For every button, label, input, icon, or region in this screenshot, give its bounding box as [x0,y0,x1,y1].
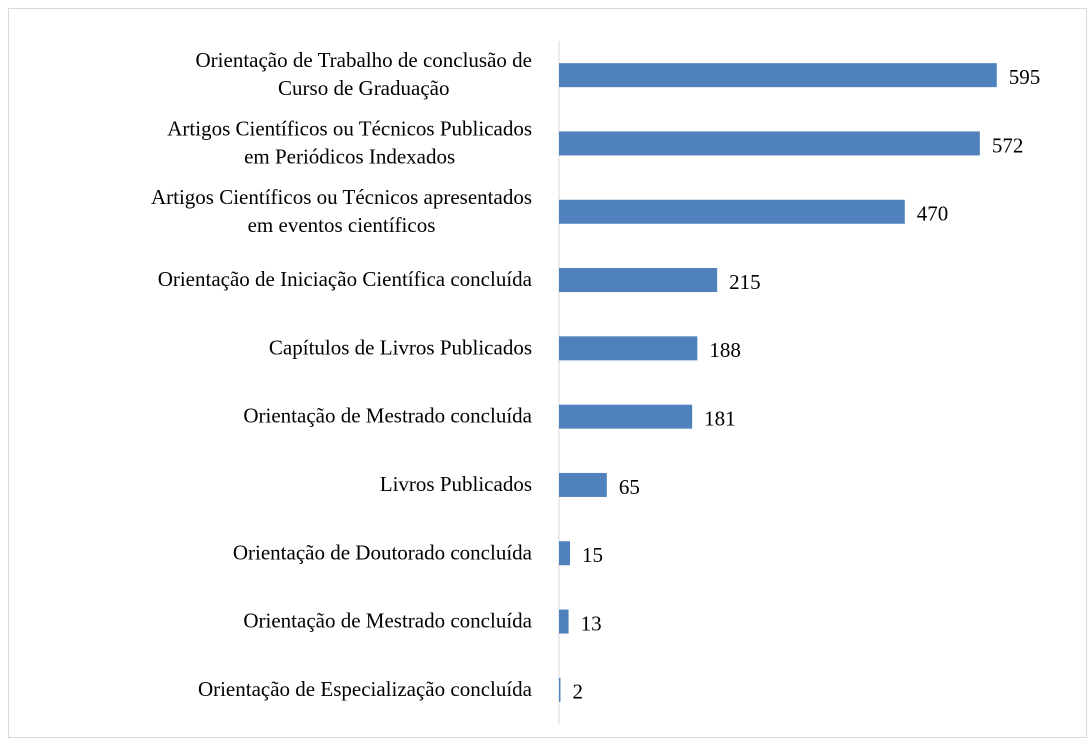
bar [559,404,693,429]
category-label: Orientação de Mestrado concluída [243,608,532,632]
category-label: Orientação de Iniciação Científica concl… [158,267,533,291]
category-label-line: em eventos científicos [248,213,436,237]
bar [559,541,571,566]
data-label: 13 [581,611,602,635]
category-label: Orientação de Trabalho de conclusão de Cu… [196,48,532,100]
bar [559,609,569,634]
category-label-line: Orientação de Especialização concluída [198,677,533,701]
data-label: 470 [917,202,949,226]
bar [559,472,607,497]
data-label: 181 [704,406,736,430]
bar [559,131,980,156]
data-label: 15 [582,543,603,567]
category-label-line: Orientação de Mestrado concluída [243,608,532,632]
category-label: Artigos Científicos ou Técnicos Publicad… [167,116,532,168]
category-label-line: Orientação de Trabalho de conclusão de [196,48,532,72]
category-label-line: Curso de Graduação [278,76,449,100]
data-label: 595 [1009,65,1041,89]
bar [559,268,718,293]
bar [559,336,698,361]
data-label: 572 [992,133,1024,157]
category-label: Orientação de Mestrado concluída [243,403,532,427]
data-label: 215 [729,270,761,294]
category-label-line: Orientação de Iniciação Científica concl… [158,267,533,291]
category-label-line: Orientação de Mestrado concluída [243,403,532,427]
bar [559,677,561,702]
data-label: 65 [619,475,640,499]
bar [559,63,997,88]
category-label: Orientação de Especialização concluída [198,677,533,701]
category-label-line: Livros Publicados [380,472,532,496]
category-label: Livros Publicados [380,472,532,496]
bar [559,199,905,224]
category-label-line: Capítulos de Livros Publicados [269,335,532,359]
category-label-line: Orientação de Doutorado concluída [233,540,533,564]
chart-frame [8,8,1087,738]
category-label-line: em Periódicos Indexados [244,144,455,168]
data-label: 2 [572,680,583,704]
category-label-line: Artigos Científicos ou Técnicos apresent… [151,185,532,209]
category-label-line: Artigos Científicos ou Técnicos Publicad… [167,116,532,140]
category-label: Orientação de Doutorado concluída [233,540,533,564]
category-label: Artigos Científicos ou Técnicos apresent… [151,185,532,237]
data-label: 188 [709,338,741,362]
category-label: Capítulos de Livros Publicados [269,335,532,359]
